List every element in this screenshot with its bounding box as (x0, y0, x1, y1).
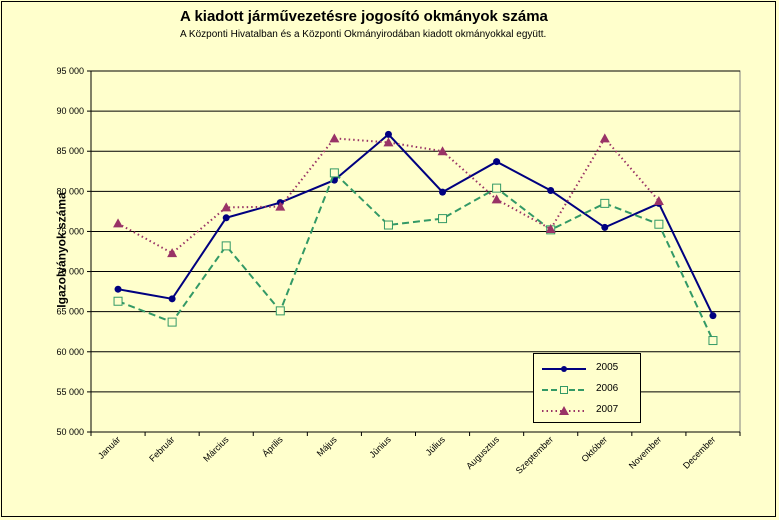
chart-subtitle: A Központi Hivatalban és a Központi Okmá… (180, 29, 547, 40)
y-tick-label: 95 000 (56, 66, 84, 76)
data-point-2007 (221, 202, 232, 212)
data-point-2007 (113, 218, 124, 228)
data-point-2005 (709, 312, 717, 320)
y-tick-label: 80 000 (56, 186, 84, 196)
data-point-2006 (167, 317, 177, 327)
x-tick-label: Október (579, 434, 609, 464)
data-point-2006 (221, 241, 231, 251)
y-tick-label: 75 000 (56, 226, 84, 236)
data-point-2006 (708, 336, 718, 346)
data-point-2006 (329, 168, 339, 178)
legend-label-2006: 2006 (596, 383, 619, 394)
data-point-2005 (547, 187, 555, 195)
y-tick-label: 85 000 (56, 146, 84, 156)
data-point-2006 (383, 220, 393, 230)
y-tick-label: 70 000 (56, 267, 84, 277)
legend: 2005 2006 2007 (533, 353, 641, 423)
data-point-2005 (439, 188, 447, 196)
data-point-2007 (545, 224, 556, 234)
legend-item-2006: 2006 (540, 383, 640, 397)
data-point-2007 (275, 201, 286, 211)
data-point-2005 (168, 295, 176, 303)
y-tick-label: 90 000 (56, 106, 84, 116)
x-tick-label: Augusztus (464, 434, 501, 471)
x-tick-label: Május (315, 434, 339, 458)
plot-area (90, 70, 741, 433)
x-tick-label: Július (424, 434, 448, 458)
legend-label-2007: 2007 (596, 404, 619, 415)
data-point-2007 (437, 146, 448, 156)
x-tick-label: December (681, 434, 717, 470)
y-tick-label: 65 000 (56, 307, 84, 317)
x-tick-label: Április (260, 434, 285, 459)
series-line-2005 (117, 133, 714, 317)
data-point-2007 (329, 133, 340, 143)
data-point-2005 (601, 223, 609, 231)
data-point-2006 (275, 306, 285, 316)
legend-label-2005: 2005 (596, 362, 619, 373)
y-tick-label: 50 000 (56, 427, 84, 437)
data-point-2007 (599, 133, 610, 143)
x-tick-label: November (627, 434, 663, 470)
chart-title: A kiadott járművezetésre jogosító okmány… (180, 8, 548, 25)
data-point-2005 (384, 130, 392, 138)
data-point-2005 (114, 285, 122, 293)
data-point-2007 (491, 194, 502, 204)
data-point-2006 (492, 183, 502, 193)
data-point-2007 (383, 137, 394, 147)
data-point-2006 (113, 296, 123, 306)
data-point-2005 (493, 158, 501, 166)
data-point-2007 (167, 248, 178, 258)
data-point-2006 (654, 219, 664, 229)
x-tick-label: Március (201, 434, 231, 464)
series-line-2006 (117, 171, 714, 341)
y-tick-label: 60 000 (56, 347, 84, 357)
data-point-2006 (600, 198, 610, 208)
x-tick-label: Június (367, 434, 393, 460)
legend-item-2005: 2005 (540, 362, 640, 376)
y-tick-label: 55 000 (56, 387, 84, 397)
legend-item-2007: 2007 (540, 404, 640, 418)
data-point-2007 (653, 195, 664, 205)
data-point-2005 (222, 214, 230, 222)
series-line-2007 (117, 136, 660, 255)
x-tick-label: Február (147, 434, 176, 463)
x-tick-label: Január (96, 434, 123, 461)
x-tick-label: Szeptember (514, 434, 555, 475)
data-point-2006 (438, 214, 448, 224)
